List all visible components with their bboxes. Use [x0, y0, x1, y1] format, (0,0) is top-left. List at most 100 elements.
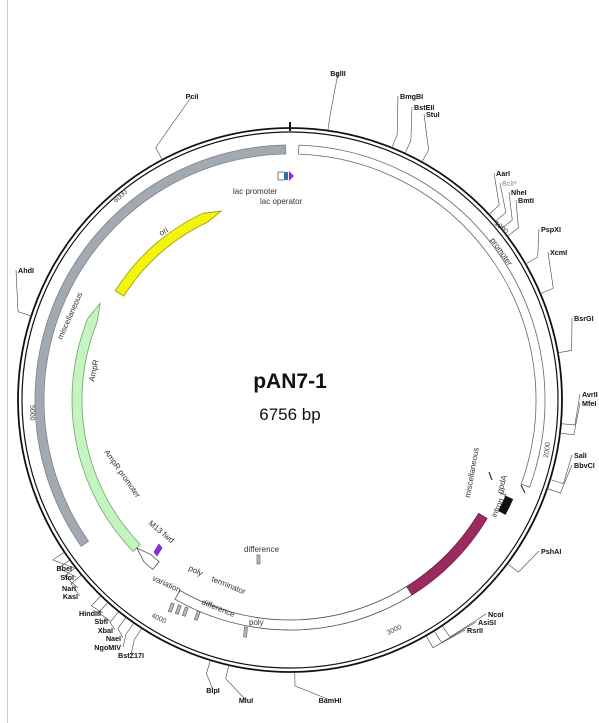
backbone-outer-ring	[17, 127, 563, 673]
intron-feature[interactable]	[498, 495, 514, 515]
restriction-site-label[interactable]: AvrII	[582, 390, 598, 399]
site-leader-line	[501, 191, 513, 230]
site-leader-line	[90, 595, 104, 614]
tick-label: 2000	[543, 442, 552, 459]
site-leader-line	[550, 454, 573, 484]
restriction-site-label[interactable]: NheI	[511, 188, 527, 197]
restriction-site-label[interactable]: AarI	[496, 169, 510, 178]
restriction-site-label[interactable]: SalI	[574, 451, 587, 460]
site-leader-line	[547, 464, 573, 494]
restriction-site-label[interactable]: BlpI	[206, 686, 220, 695]
restriction-site-label[interactable]: SfoI	[60, 573, 74, 582]
map-canvas: pAN7-1 6756 bp 1000 2000 3000 4000 5000 …	[7, 0, 599, 723]
site-leader-line	[52, 551, 75, 569]
restriction-site-label[interactable]: BmgBI	[400, 92, 423, 101]
ori-feature[interactable]	[114, 210, 223, 297]
site-leader-line	[525, 228, 540, 265]
ampr-label: AmpR	[87, 359, 100, 383]
site-leader-line	[327, 72, 339, 131]
ampr-promoter-feature[interactable]	[135, 547, 160, 570]
site-leader-line	[425, 629, 466, 649]
site-leader-line	[507, 199, 519, 237]
restriction-site-label[interactable]: BclI*	[502, 179, 517, 188]
site-leader-line	[109, 611, 120, 631]
restriction-site-label[interactable]: BglII	[330, 69, 346, 78]
restriction-site-label[interactable]: MfeI	[582, 399, 596, 408]
restriction-site-label[interactable]: StuI	[426, 110, 440, 119]
restriction-site-label[interactable]: XcmI	[550, 248, 567, 257]
tick-label: 4000	[150, 612, 167, 625]
restriction-site-label[interactable]: BamHI	[319, 696, 342, 705]
poly-label-right: poly	[249, 618, 264, 627]
restriction-site-label[interactable]: PshAI	[541, 547, 561, 556]
ampr-promoter-label: AmpR promoter	[102, 448, 142, 500]
misc-right-marker[interactable]	[520, 484, 526, 494]
restriction-site-label[interactable]: NcoI	[488, 610, 504, 619]
restriction-site-label[interactable]: BsrGI	[574, 314, 594, 323]
site-leader-line	[58, 559, 77, 578]
restriction-site-label[interactable]: BstZ17I	[118, 651, 144, 660]
small-variant-bars[interactable]	[167, 554, 261, 638]
restriction-site-label[interactable]: BbvCI	[574, 461, 595, 470]
misc-left-feature[interactable]	[34, 144, 287, 547]
restriction-site-label[interactable]: BbeI	[56, 564, 72, 573]
restriction-site-label[interactable]: HindIII	[79, 609, 101, 618]
tick-label: 3000	[386, 624, 403, 637]
site-leader-line	[98, 601, 111, 622]
terminator-feature[interactable]	[174, 586, 413, 631]
site-leader-line	[206, 660, 214, 691]
site-leader-line	[421, 113, 429, 163]
restriction-site-label[interactable]: SbfI	[94, 617, 108, 626]
ampr-feature[interactable]	[71, 301, 141, 553]
restriction-site-label[interactable]: RsrII	[467, 626, 483, 635]
restriction-site-label[interactable]: MluI	[239, 696, 253, 705]
site-leader-line	[540, 251, 554, 294]
restriction-site-label[interactable]: NarI	[62, 584, 76, 593]
restriction-site-label[interactable]: NaeI	[106, 634, 121, 643]
promoter-feature[interactable]	[298, 144, 546, 488]
restriction-site-label[interactable]: KasI	[63, 592, 78, 601]
m13-label: M13 fwd	[147, 519, 176, 545]
site-leader-line	[560, 393, 581, 426]
site-leader-line	[391, 95, 399, 148]
restriction-site-label[interactable]: PspXI	[541, 225, 561, 234]
restriction-site-label[interactable]: PciI	[186, 92, 199, 101]
restriction-site-label[interactable]: BmtI	[518, 196, 534, 205]
misc-right-label: miscellaneous	[463, 447, 481, 498]
restriction-site-label[interactable]: NgoMIV	[94, 643, 121, 652]
plasmid-size: 6756 bp	[259, 405, 320, 424]
site-leader-line	[433, 621, 477, 643]
restriction-site-label[interactable]: AsiSI	[478, 618, 496, 627]
site-leader-line	[122, 622, 135, 648]
terminator-label: terminator	[210, 575, 247, 597]
site-leader-line	[70, 574, 82, 597]
m13-fwd-marker[interactable]	[153, 543, 163, 557]
lac-promoter-label: lac promoter	[233, 187, 278, 196]
lac-promoter-marker[interactable]	[277, 171, 294, 181]
site-leader-line	[225, 664, 247, 701]
gpda-marker[interactable]	[488, 471, 493, 481]
plasmid-name: pAN7-1	[253, 370, 327, 393]
site-leader-line	[155, 95, 193, 160]
variation-label: variation	[151, 574, 182, 595]
lac-operator-label: lac operator	[260, 197, 303, 206]
site-leader-line	[15, 269, 32, 317]
restriction-site-label[interactable]: BstEII	[414, 103, 434, 112]
ori-label: ori	[158, 225, 170, 237]
site-leader-line	[64, 567, 79, 589]
gpda-label: gpdA	[495, 473, 509, 494]
site-leader-line	[559, 402, 581, 436]
tick-label: 5000	[28, 405, 35, 421]
site-leader-line	[404, 106, 413, 154]
site-leader-line	[495, 182, 507, 222]
backbone-inner-ring	[21, 131, 559, 669]
site-leader-line	[557, 317, 573, 354]
difference-label-top: difference	[244, 545, 280, 554]
plasmid-map: pAN7-1 6756 bp 1000 2000 3000 4000 5000 …	[15, 69, 598, 705]
restriction-site-label[interactable]: AhdI	[18, 266, 34, 275]
site-leader-line	[488, 172, 500, 215]
site-leader-line	[130, 627, 143, 656]
restriction-site-label[interactable]: XbaI	[98, 626, 113, 635]
poly-label-left: poly	[187, 564, 204, 578]
site-leader-line	[507, 550, 540, 573]
